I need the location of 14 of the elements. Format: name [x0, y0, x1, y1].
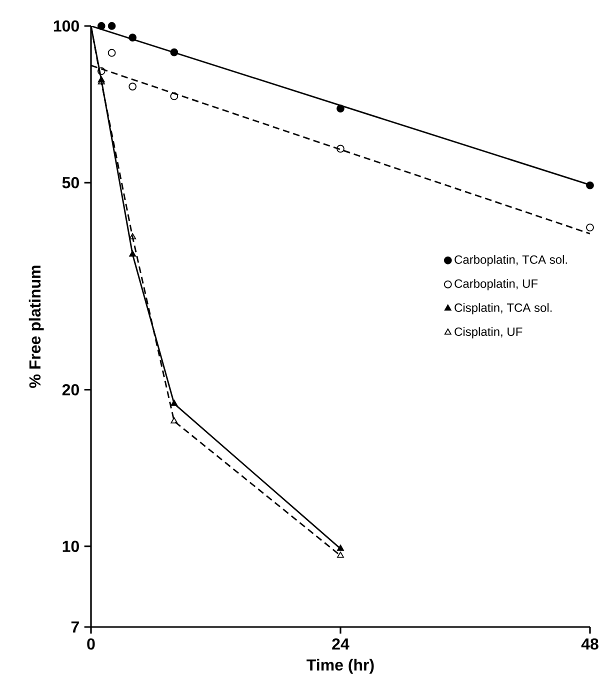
legend-label: Cisplatin, TCA sol. — [454, 303, 552, 314]
x-tick-label: 24 — [332, 638, 350, 650]
legend-label: Cisplatin, UF — [454, 327, 522, 338]
legend-label: Carboplatin, TCA sol. — [454, 255, 567, 266]
x-axis-title: Time (hr) — [306, 658, 374, 674]
y-tick-label: 20 — [62, 384, 79, 396]
y-tick-label: 100 — [54, 20, 79, 32]
y-tick-label: 10 — [62, 540, 79, 552]
x-tick-label: 48 — [581, 638, 598, 650]
y-tick-label: 7 — [71, 621, 79, 632]
legend-label: Carboplatin, UF — [454, 279, 538, 290]
x-tick-label: 0 — [87, 638, 95, 650]
y-tick-label: 50 — [62, 176, 79, 188]
y-axis-title: % Free platinum — [28, 266, 44, 388]
